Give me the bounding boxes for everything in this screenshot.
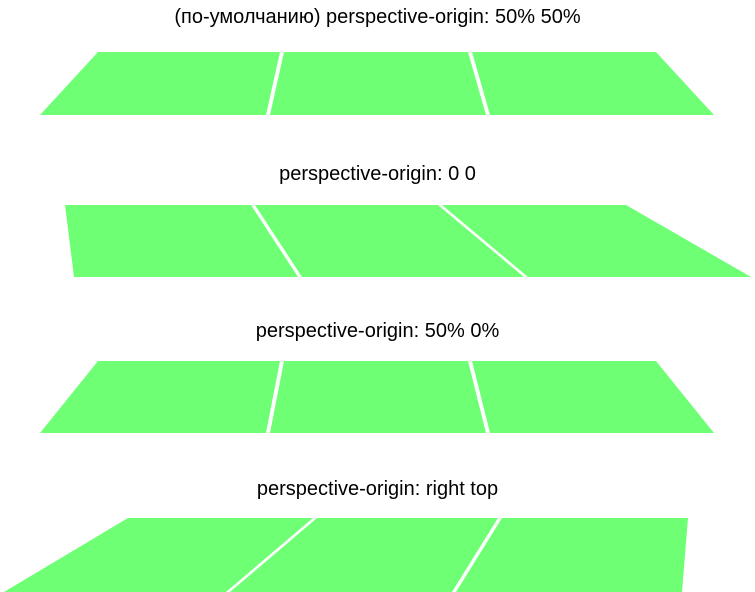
tile-default-2: [270, 52, 486, 115]
tile-row-origin-right-top: [4, 518, 688, 592]
example-caption-origin-0-0: perspective-origin: 0 0: [279, 163, 476, 185]
tile-origin-50-0-1: [40, 361, 280, 433]
tile-origin-0-0-1: [65, 205, 298, 277]
example-caption-origin-right-top: perspective-origin: right top: [256, 478, 499, 500]
tile-origin-right-top-2: [230, 518, 498, 592]
tile-origin-right-top-3: [456, 518, 688, 592]
tile-row-origin-50-0: [40, 361, 714, 433]
example-caption-origin-50-0: perspective-origin: 50% 0%: [255, 320, 500, 342]
tile-origin-50-0-2: [270, 361, 486, 433]
example-caption-default: (по-умолчанию) perspective-origin: 50% 5…: [174, 6, 581, 28]
tile-origin-0-0-2: [255, 205, 524, 277]
tile-origin-right-top-1: [4, 518, 313, 592]
tile-default-3: [472, 52, 714, 115]
tile-row-origin-0-0: [65, 205, 751, 277]
tile-origin-50-0-3: [472, 361, 714, 433]
tile-row-default: [40, 52, 714, 115]
tile-origin-0-0-3: [442, 205, 751, 277]
tile-default-1: [40, 52, 280, 115]
